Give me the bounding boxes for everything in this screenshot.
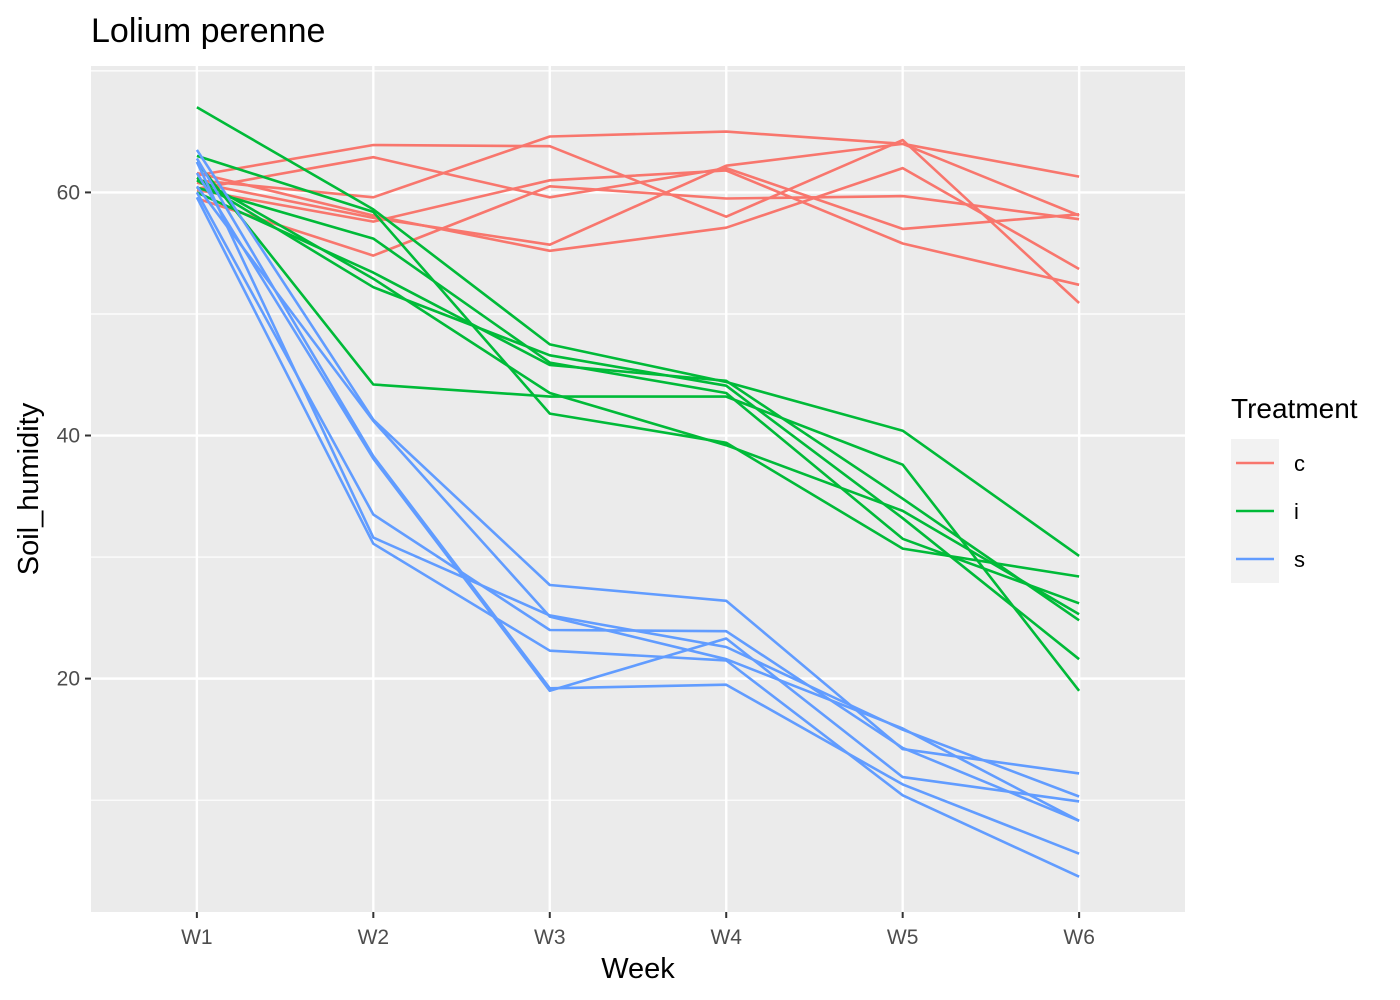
series-line-s	[195, 185, 1080, 822]
series-line-i	[196, 186, 1080, 605]
series-line-c	[196, 155, 1080, 231]
series-lines	[195, 106, 1081, 878]
x-tick-label: W6	[1063, 926, 1095, 949]
series-line-s	[195, 161, 1080, 798]
minor-gridlines	[91, 70, 1185, 801]
series-line-i	[196, 191, 1080, 622]
y-axis-title: Soil_humidity	[13, 402, 45, 575]
x-tick-label: W4	[710, 926, 742, 949]
series-line-s	[195, 196, 1080, 878]
x-tick-label: W1	[181, 926, 213, 949]
x-tick-label: W5	[887, 926, 919, 949]
x-axis: W1 W2 W3 W4 W5 W6	[181, 912, 1095, 949]
y-axis: 20 40 60	[57, 181, 91, 691]
series-line-c	[196, 166, 1080, 271]
legend-label-s: s	[1294, 547, 1305, 572]
chart-title: Lolium perenne	[91, 12, 325, 50]
series-line-s	[195, 157, 1080, 855]
major-gridlines	[91, 66, 1185, 912]
legend-label-i: i	[1294, 499, 1299, 524]
series-line-s	[195, 172, 1080, 803]
legend-label-c: c	[1294, 451, 1305, 476]
y-tick-label: 20	[57, 668, 80, 691]
series-line-s	[195, 149, 1080, 775]
x-axis-title: Week	[601, 953, 675, 985]
y-tick-label: 60	[57, 181, 80, 204]
series-line-c	[196, 130, 1080, 199]
series-line-c	[196, 169, 1080, 287]
x-tick-label: W2	[358, 926, 390, 949]
x-tick-label: W3	[534, 926, 566, 949]
series-line-i	[196, 154, 1080, 578]
series-line-c	[196, 185, 1080, 257]
y-tick-label: 40	[57, 425, 80, 448]
series-line-i	[195, 161, 1081, 692]
plot-panel	[91, 66, 1185, 912]
series-line-i	[196, 179, 1080, 661]
series-line-i	[196, 176, 1080, 616]
legend-title: Treatment	[1231, 393, 1358, 424]
series-line-i	[196, 106, 1080, 557]
series-line-c	[196, 142, 1080, 246]
legend: Treatment cis	[1231, 393, 1358, 583]
